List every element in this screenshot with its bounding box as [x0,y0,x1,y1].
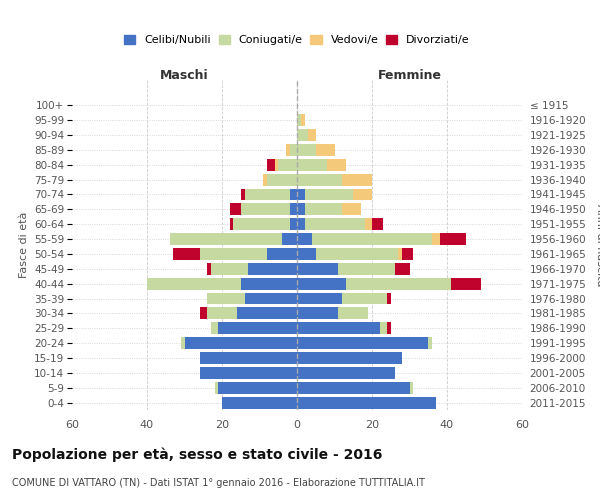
Bar [241,188,245,200]
Bar [297,308,338,320]
Bar [241,278,297,289]
Bar [297,114,301,126]
Bar [297,367,395,379]
Bar [248,263,297,274]
Legend: Celibi/Nubili, Coniugati/e, Vedovi/e, Divorziati/e: Celibi/Nubili, Coniugati/e, Vedovi/e, Di… [122,33,472,48]
Bar [229,218,233,230]
Bar [207,308,237,320]
Text: Femmine: Femmine [377,69,442,82]
Bar [207,263,211,274]
Bar [297,352,402,364]
Bar [297,248,316,260]
Bar [342,204,361,216]
Bar [297,218,305,230]
Bar [380,322,387,334]
Bar [267,248,297,260]
Bar [372,218,383,230]
Bar [263,174,267,186]
Bar [290,218,297,230]
Bar [338,263,395,274]
Bar [305,188,353,200]
Bar [297,159,327,170]
Bar [387,322,391,334]
Bar [290,188,297,200]
Bar [185,337,297,349]
Bar [297,174,342,186]
Bar [395,263,409,274]
Bar [398,248,402,260]
Bar [199,352,297,364]
Bar [218,382,297,394]
Bar [312,233,432,245]
Bar [338,308,368,320]
Bar [282,233,297,245]
Bar [211,322,218,334]
Bar [297,278,346,289]
Bar [402,248,413,260]
Bar [297,129,308,141]
Bar [297,322,380,334]
Bar [229,204,241,216]
Bar [297,337,428,349]
Bar [207,292,245,304]
Bar [297,396,436,408]
Bar [222,396,297,408]
Bar [327,159,346,170]
Bar [278,159,297,170]
Bar [181,337,185,349]
Bar [316,144,335,156]
Bar [297,144,316,156]
Text: Popolazione per età, sesso e stato civile - 2016: Popolazione per età, sesso e stato civil… [12,448,382,462]
Bar [365,218,372,230]
Bar [353,188,372,200]
Bar [211,263,248,274]
Bar [199,367,297,379]
Bar [308,129,316,141]
Bar [297,263,338,274]
Bar [297,292,342,304]
Bar [342,174,372,186]
Bar [301,114,305,126]
Bar [297,188,305,200]
Bar [147,278,241,289]
Bar [170,233,282,245]
Bar [267,159,275,170]
Y-axis label: Anni di nascita: Anni di nascita [595,204,600,286]
Bar [342,292,387,304]
Bar [439,233,466,245]
Bar [275,159,278,170]
Bar [218,322,297,334]
Bar [215,382,218,394]
Bar [346,278,451,289]
Bar [199,308,207,320]
Bar [305,204,342,216]
Bar [245,292,297,304]
Y-axis label: Fasce di età: Fasce di età [19,212,29,278]
Bar [305,218,365,230]
Bar [428,337,432,349]
Bar [241,204,290,216]
Bar [432,233,439,245]
Bar [237,308,297,320]
Bar [267,174,297,186]
Bar [245,188,290,200]
Bar [233,218,290,230]
Text: Maschi: Maschi [160,69,209,82]
Bar [409,382,413,394]
Bar [387,292,391,304]
Bar [199,248,267,260]
Bar [451,278,481,289]
Bar [290,204,297,216]
Bar [297,204,305,216]
Bar [290,144,297,156]
Bar [316,248,398,260]
Bar [297,382,409,394]
Bar [286,144,290,156]
Text: COMUNE DI VATTARO (TN) - Dati ISTAT 1° gennaio 2016 - Elaborazione TUTTITALIA.IT: COMUNE DI VATTARO (TN) - Dati ISTAT 1° g… [12,478,425,488]
Bar [173,248,199,260]
Bar [297,233,312,245]
